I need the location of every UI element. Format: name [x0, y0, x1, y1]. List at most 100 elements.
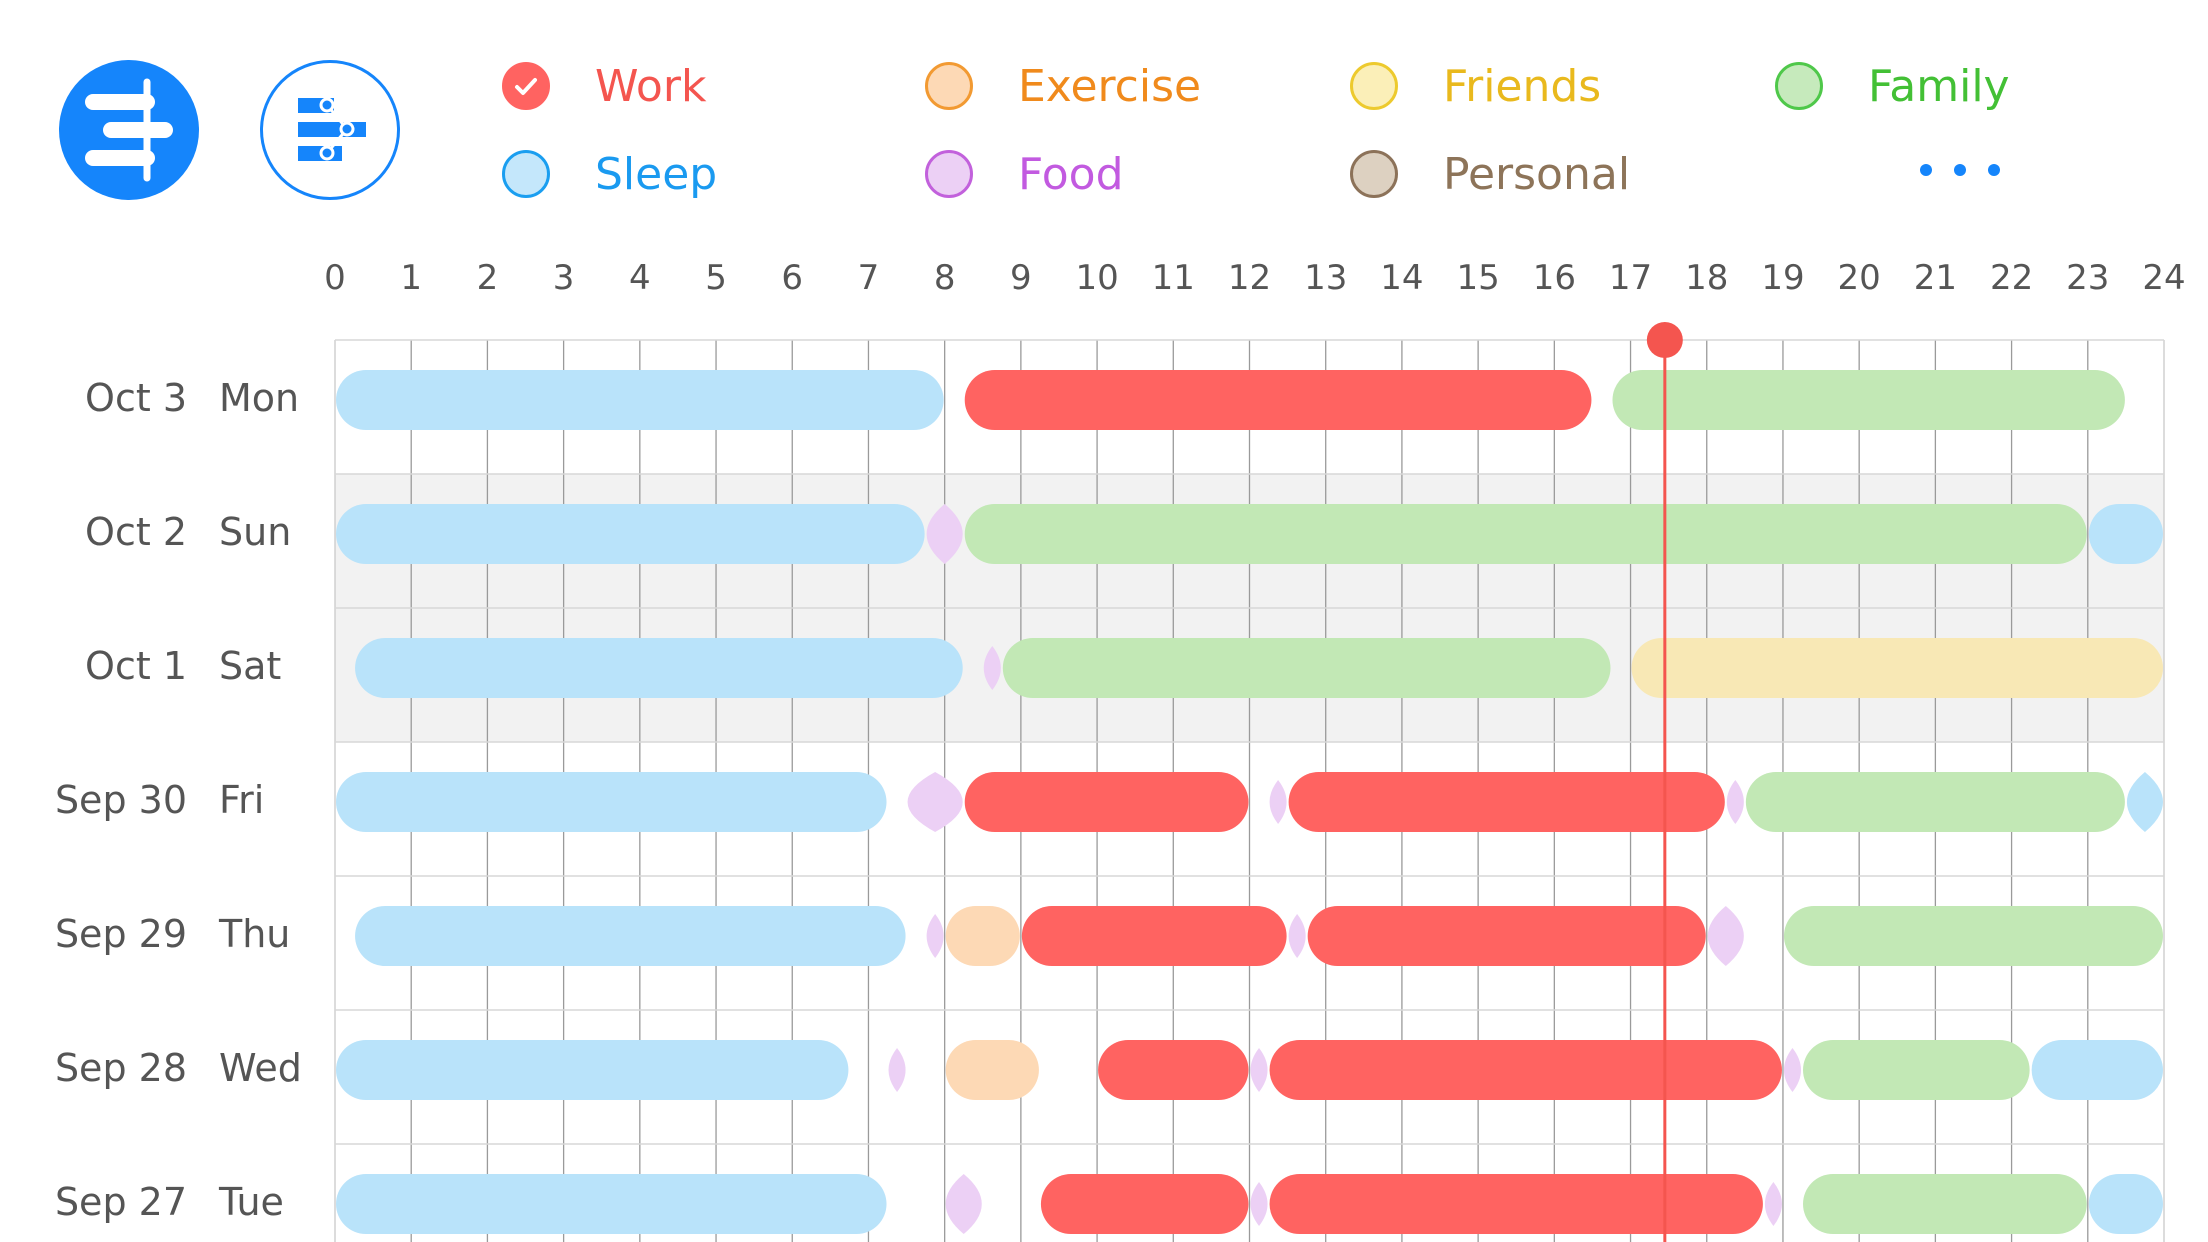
activity-bar-family[interactable]: [1745, 772, 2125, 832]
legend-item-sleep[interactable]: Sleep: [502, 144, 717, 204]
checkmark-icon: [515, 78, 537, 95]
activity-bar-sleep[interactable]: [336, 1040, 849, 1100]
legend-label: Exercise: [1018, 60, 1202, 112]
hour-tick-label: 6: [781, 258, 804, 298]
activity-bar-food[interactable]: [983, 646, 1001, 690]
activity-bar-family[interactable]: [964, 504, 2087, 564]
hour-tick-label: 7: [857, 258, 880, 298]
legend-swatch-icon: [1350, 62, 1398, 110]
hour-tick-label: 24: [2142, 258, 2186, 298]
activity-bar-food[interactable]: [1288, 914, 1306, 958]
activity-bar-work[interactable]: [1307, 906, 1706, 966]
activity-bar-food[interactable]: [1269, 780, 1287, 824]
legend-swatch-icon: [502, 62, 550, 110]
activity-bar-food[interactable]: [945, 1174, 982, 1234]
legend-label: Family: [1868, 60, 2010, 112]
legend-item-friends[interactable]: Friends: [1350, 56, 1601, 116]
row-weekday-label: Mon: [219, 376, 300, 420]
activity-bar-sleep[interactable]: [2126, 772, 2163, 832]
row-date-label: Oct 1: [85, 644, 187, 688]
row-date-label: Sep 30: [54, 778, 187, 822]
activity-bar-sleep[interactable]: [336, 370, 944, 430]
row-weekday-label: Fri: [219, 778, 265, 822]
activity-bar-sleep[interactable]: [355, 906, 906, 966]
activity-bar-food[interactable]: [1250, 1048, 1268, 1092]
activity-bar-sleep[interactable]: [2088, 1174, 2163, 1234]
activity-bar-work[interactable]: [1288, 772, 1725, 832]
hour-tick-label: 19: [1761, 258, 1805, 298]
activity-bar-sleep[interactable]: [336, 1174, 887, 1234]
hour-tick-label: 13: [1304, 258, 1348, 298]
row-date-label: Sep 27: [54, 1180, 187, 1224]
activity-bar-exercise[interactable]: [945, 906, 1020, 966]
hour-tick-label: 20: [1837, 258, 1881, 298]
legend-item-personal[interactable]: Personal: [1350, 144, 1630, 204]
legend-swatch-icon: [502, 150, 550, 198]
timeline-view-button[interactable]: [59, 60, 199, 200]
legend-label: Friends: [1443, 60, 1602, 112]
activity-bar-sleep[interactable]: [336, 772, 887, 832]
row-weekday-label: Sat: [219, 644, 282, 688]
activity-bar-family[interactable]: [1783, 906, 2163, 966]
activity-bar-food[interactable]: [907, 772, 963, 832]
legend-label: Food: [1018, 148, 1124, 200]
activity-bar-food[interactable]: [1707, 906, 1744, 966]
current-time-handle[interactable]: [1646, 322, 1683, 358]
row-weekday-label: Thu: [219, 912, 291, 956]
activity-bar-work[interactable]: [964, 772, 1249, 832]
activity-bar-family[interactable]: [1002, 638, 1611, 698]
hour-tick-label: 16: [1532, 258, 1576, 298]
legend-swatch-icon: [1775, 62, 1823, 110]
hour-tick-label: 14: [1380, 258, 1424, 298]
hour-tick-label: 0: [324, 258, 346, 298]
hour-tick-label: 15: [1456, 258, 1500, 298]
activity-bar-food[interactable]: [1726, 780, 1744, 824]
activity-bar-food[interactable]: [1764, 1182, 1782, 1226]
activity-bar-food[interactable]: [888, 1048, 906, 1092]
hour-tick-label: 1: [400, 258, 423, 298]
activity-bar-food[interactable]: [1783, 1048, 1802, 1092]
row-weekday-label: Wed: [219, 1046, 302, 1090]
row-date-label: Sep 28: [54, 1046, 187, 1090]
activity-bar-work[interactable]: [1040, 1174, 1249, 1234]
activity-bar-food[interactable]: [1250, 1182, 1268, 1226]
activity-bar-food[interactable]: [926, 914, 944, 958]
hour-tick-label: 9: [1010, 258, 1032, 298]
hour-tick-label: 5: [705, 258, 727, 298]
timeline-icon: [85, 78, 173, 182]
legend-item-family[interactable]: Family: [1775, 56, 2010, 116]
activity-bar-friends[interactable]: [1631, 638, 2163, 698]
activity-bar-sleep[interactable]: [355, 638, 963, 698]
activity-bar-work[interactable]: [1269, 1040, 1782, 1100]
legend-item-exercise[interactable]: Exercise: [925, 56, 1201, 116]
checkmark-path: [515, 78, 537, 95]
more-categories-button[interactable]: [1920, 150, 2000, 190]
hour-tick-label: 12: [1227, 258, 1272, 298]
activity-bar-food[interactable]: [926, 504, 963, 564]
activity-bar-family[interactable]: [1612, 370, 2125, 430]
activity-bar-work[interactable]: [964, 370, 1592, 430]
more-dot-icon: [1920, 164, 1932, 176]
activity-bar-work[interactable]: [1021, 906, 1287, 966]
hour-tick-label: 10: [1075, 258, 1119, 298]
legend-item-food[interactable]: Food: [925, 144, 1124, 204]
activity-bar-family[interactable]: [1803, 1040, 2030, 1100]
more-dot-icon: [1988, 164, 2000, 176]
gantt-view-button[interactable]: [260, 60, 400, 200]
legend-item-work[interactable]: Work: [502, 56, 706, 116]
activity-bar-sleep[interactable]: [336, 504, 925, 564]
row-weekday-label: Sun: [219, 510, 292, 554]
activity-bar-sleep[interactable]: [2031, 1040, 2163, 1100]
legend-label: Personal: [1443, 148, 1631, 200]
row-date-label: Sep 29: [54, 912, 187, 956]
row-weekday-label: Tue: [219, 1180, 284, 1224]
activity-bar-work[interactable]: [1098, 1040, 1249, 1100]
activity-bar-sleep[interactable]: [2088, 504, 2163, 564]
hour-tick-label: 2: [476, 258, 499, 298]
activity-bar-family[interactable]: [1803, 1174, 2087, 1234]
legend-label: Sleep: [595, 148, 718, 200]
activity-bar-work[interactable]: [1269, 1174, 1763, 1234]
legend-swatch-icon: [925, 62, 973, 110]
activity-bar-exercise[interactable]: [945, 1040, 1039, 1100]
